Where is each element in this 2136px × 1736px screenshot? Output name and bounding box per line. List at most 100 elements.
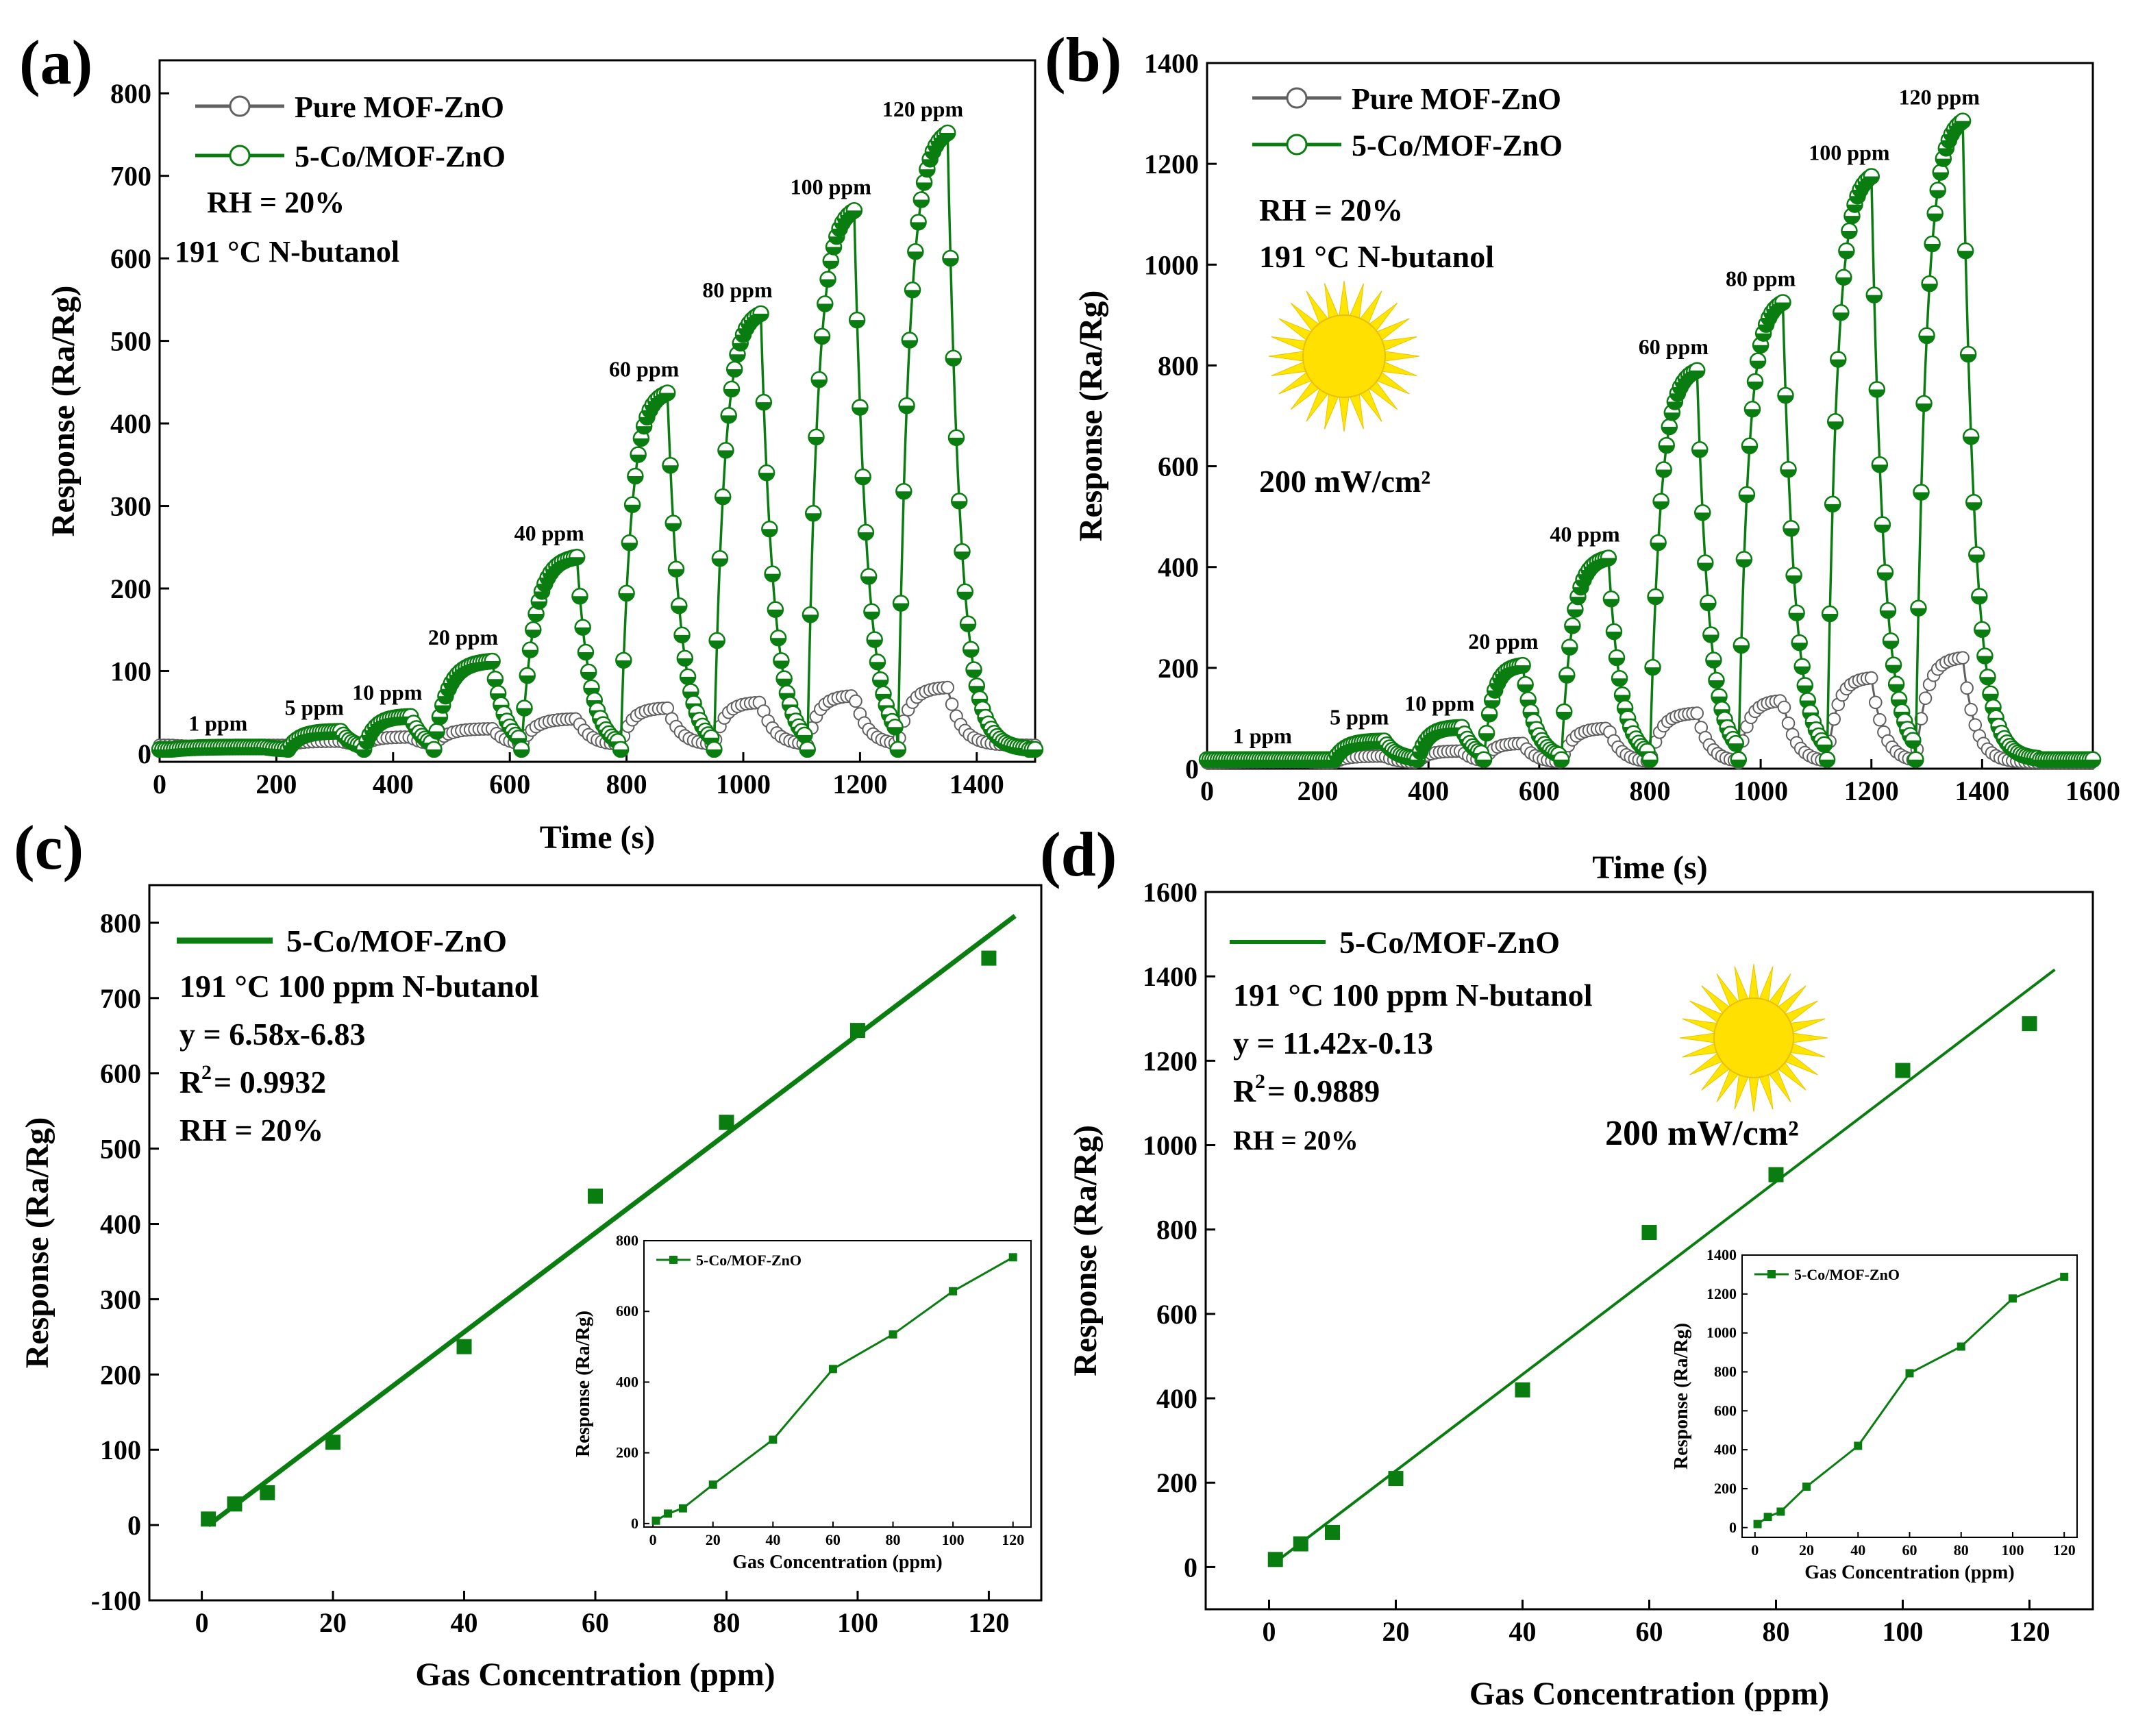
fit-line xyxy=(207,914,1017,1528)
doped-point-fill xyxy=(639,417,655,425)
inset-y-tick-label: 1000 xyxy=(1706,1324,1737,1341)
doped-point-fill xyxy=(1877,572,1893,580)
x-tick-label: 600 xyxy=(1519,776,1560,806)
x-tick-label: 80 xyxy=(712,1607,740,1638)
y-tick-label: 500 xyxy=(110,326,151,357)
inset-frame xyxy=(1741,1254,2078,1538)
sun-ray xyxy=(1324,283,1339,319)
doped-point-fill xyxy=(1573,587,1589,595)
panel-c: 0 20 40 60 80 100 120-100010020030040050060070… xyxy=(14,813,1043,1693)
x-tick-label: 20 xyxy=(319,1607,347,1638)
doped-point-fill xyxy=(534,591,550,599)
pure-point xyxy=(1781,716,1796,730)
doped-point-fill xyxy=(715,497,731,505)
x-tick-label: 0 xyxy=(1200,776,1214,806)
doped-point-fill xyxy=(905,290,921,298)
doped-point-fill xyxy=(616,660,632,668)
data-point xyxy=(2022,1016,2037,1032)
pure-point xyxy=(1777,700,1791,715)
doped-point-fill xyxy=(621,543,637,551)
legend-marker xyxy=(229,95,251,117)
doped-point-fill xyxy=(1916,404,1932,412)
inset-legend-label: 5-Co/MOF-ZnO xyxy=(1794,1266,1900,1283)
y-tick-label: 800 xyxy=(110,78,151,109)
inset-data-point xyxy=(889,1330,897,1339)
inset-x-tick-label: 80 xyxy=(886,1531,901,1548)
doped-point-fill xyxy=(1844,216,1860,224)
doped-point-fill xyxy=(727,369,743,377)
sun-ray xyxy=(1339,397,1350,432)
doped-point-fill xyxy=(1933,172,1948,180)
doped-point-fill xyxy=(1748,381,1763,389)
x-tick-label: 0 xyxy=(195,1607,209,1638)
inset-x-tick-label: 120 xyxy=(2053,1541,2076,1559)
doped-point-fill xyxy=(1794,666,1810,674)
doped-point-fill xyxy=(1739,494,1754,502)
y-axis-label: Response (Ra/Rg) xyxy=(1067,1125,1104,1376)
pure-point xyxy=(849,694,862,708)
concentration-label: 40 ppm xyxy=(1550,521,1620,546)
doped-point-fill xyxy=(1479,733,1495,741)
doped-point-fill xyxy=(1841,231,1857,239)
data-point xyxy=(1515,1382,1530,1398)
sun-ray xyxy=(1679,1032,1715,1043)
doped-point-fill xyxy=(572,596,588,604)
doped-point-fill xyxy=(1963,436,1979,445)
doped-point-fill xyxy=(1828,421,1843,430)
doped-point-fill xyxy=(1650,543,1666,551)
doped-point-fill xyxy=(867,639,882,647)
inset-y-axis-label: Response (Ra/Rg) xyxy=(1671,1323,1692,1470)
doped-point-fill xyxy=(1515,665,1530,673)
y-tick-label: 400 xyxy=(100,1209,141,1240)
doped-point-fill xyxy=(943,258,958,266)
doped-point-fill xyxy=(826,247,842,255)
doped-point-fill xyxy=(1924,244,1940,252)
annotation-superscript: 2 xyxy=(201,1061,212,1084)
doped-point-fill xyxy=(671,606,687,614)
doped-point-fill xyxy=(899,406,915,414)
doped-point-fill xyxy=(528,614,544,622)
sun-ray xyxy=(1793,1032,1828,1043)
doped-point-fill xyxy=(1869,389,1885,397)
data-point xyxy=(1768,1167,1784,1182)
inset-data-point xyxy=(1957,1342,1965,1351)
sun-ray xyxy=(1271,336,1306,351)
pure-point xyxy=(1827,712,1841,726)
annotation-light: 200 mW/cm² xyxy=(1605,1114,1799,1153)
doped-point-fill xyxy=(709,640,725,648)
doped-point-fill xyxy=(1977,656,1993,664)
doped-point-fill xyxy=(1487,690,1503,698)
doped-point-fill xyxy=(1789,612,1804,621)
inset-frame xyxy=(643,1240,1032,1528)
inset-y-tick-label: 600 xyxy=(616,1302,638,1319)
x-axis-label: Gas Concentration (ppm) xyxy=(1469,1676,1829,1712)
doped-point-fill xyxy=(732,343,748,351)
sun-ray xyxy=(1790,1018,1826,1033)
doped-point-fill xyxy=(1562,647,1578,655)
x-tick-label: 100 xyxy=(1883,1616,1924,1647)
doped-point-fill xyxy=(1783,528,1799,536)
doped-point-fill xyxy=(873,680,889,688)
annotation-r-value: = 0.9932 xyxy=(214,1065,326,1100)
y-tick-label: 400 xyxy=(110,408,151,439)
inset-data-point xyxy=(1854,1441,1863,1450)
inset-y-tick-label: 400 xyxy=(1714,1441,1737,1458)
pure-point xyxy=(1960,681,1974,695)
x-tick-label: 1200 xyxy=(1844,776,1899,806)
doped-point-fill xyxy=(1922,284,1937,292)
legend-label: 5-Co/MOF-ZnO xyxy=(1339,925,1560,960)
y-tick-label: 1000 xyxy=(1144,249,1199,280)
inset-data-point xyxy=(2060,1272,2069,1281)
doped-point-fill xyxy=(815,336,830,344)
data-point xyxy=(227,1496,243,1512)
concentration-label: 20 ppm xyxy=(428,625,499,649)
doped-point-fill xyxy=(628,476,643,484)
panel-b: 0 200 400 600 800 1000 1200 1400 1600 0 200 400 600 8… xyxy=(1045,25,2120,886)
doped-point-fill xyxy=(1410,759,1426,767)
doped-point-fill xyxy=(1972,596,1987,604)
sun-disc xyxy=(1302,314,1386,398)
doped-point-fill xyxy=(1600,558,1616,566)
doped-point-fill xyxy=(908,251,923,260)
doped-point-fill xyxy=(762,529,778,537)
doped-point-fill xyxy=(957,591,973,599)
